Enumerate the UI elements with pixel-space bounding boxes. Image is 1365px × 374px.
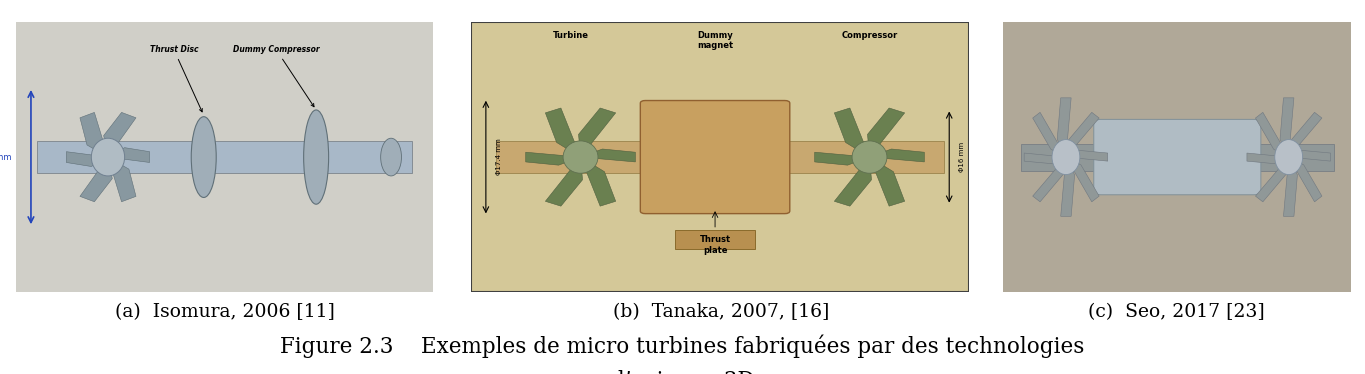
Text: Φ17.4 mm: Φ17.4 mm <box>495 139 502 175</box>
Polygon shape <box>1061 157 1074 216</box>
FancyBboxPatch shape <box>1093 119 1261 195</box>
Text: Thrust
plate: Thrust plate <box>699 235 730 255</box>
Polygon shape <box>1033 112 1066 157</box>
Ellipse shape <box>303 110 329 204</box>
Bar <box>1021 144 1334 171</box>
FancyBboxPatch shape <box>640 101 790 214</box>
Polygon shape <box>546 157 583 206</box>
Polygon shape <box>580 157 616 206</box>
Polygon shape <box>1289 112 1321 157</box>
Polygon shape <box>815 152 870 165</box>
Polygon shape <box>104 113 136 157</box>
Text: Dummy Compressor: Dummy Compressor <box>233 45 319 107</box>
Ellipse shape <box>91 138 124 176</box>
Text: Turbine: Turbine <box>553 31 588 40</box>
Text: Φ16 mm: Φ16 mm <box>960 142 965 172</box>
Polygon shape <box>1289 150 1331 161</box>
Polygon shape <box>868 108 905 157</box>
Polygon shape <box>1033 157 1066 202</box>
Polygon shape <box>870 157 905 206</box>
Polygon shape <box>108 148 150 162</box>
Text: Figure 2.3    Exemples de micro turbines fabriquées par des technologies: Figure 2.3 Exemples de micro turbines fa… <box>280 335 1085 358</box>
Polygon shape <box>1058 98 1072 157</box>
Ellipse shape <box>564 141 598 173</box>
Text: (b)  Tanaka, 2007, [16]: (b) Tanaka, 2007, [16] <box>613 303 829 321</box>
Text: Thrust Disc: Thrust Disc <box>150 45 202 112</box>
Bar <box>495 141 945 173</box>
Ellipse shape <box>1275 140 1302 175</box>
Text: Dummy
magnet: Dummy magnet <box>698 31 733 50</box>
Polygon shape <box>81 157 112 202</box>
Polygon shape <box>1256 112 1289 157</box>
Polygon shape <box>1066 157 1099 202</box>
Text: 0mm: 0mm <box>0 153 12 162</box>
Polygon shape <box>834 157 871 206</box>
Polygon shape <box>579 108 616 157</box>
Polygon shape <box>580 149 635 162</box>
Polygon shape <box>81 113 108 157</box>
Polygon shape <box>1280 98 1294 157</box>
Polygon shape <box>1024 153 1066 164</box>
Polygon shape <box>870 149 924 162</box>
Bar <box>37 141 412 173</box>
Ellipse shape <box>191 117 216 197</box>
Ellipse shape <box>381 138 401 176</box>
Text: (a)  Isomura, 2006 [11]: (a) Isomura, 2006 [11] <box>115 303 336 321</box>
Polygon shape <box>1256 157 1289 202</box>
Polygon shape <box>526 152 580 165</box>
Polygon shape <box>1066 112 1099 157</box>
Text: (c)  Seo, 2017 [23]: (c) Seo, 2017 [23] <box>1088 303 1265 321</box>
Polygon shape <box>1283 157 1297 216</box>
Text: Compressor: Compressor <box>841 31 898 40</box>
Ellipse shape <box>852 141 887 173</box>
Bar <box>676 230 755 249</box>
Text: d’usinage 3D: d’usinage 3D <box>610 370 755 374</box>
Polygon shape <box>1289 157 1321 202</box>
Polygon shape <box>1066 150 1108 161</box>
Polygon shape <box>834 108 870 157</box>
Polygon shape <box>1248 153 1289 164</box>
Polygon shape <box>546 108 580 157</box>
Polygon shape <box>67 152 108 166</box>
Ellipse shape <box>1052 140 1080 175</box>
Polygon shape <box>108 157 136 202</box>
